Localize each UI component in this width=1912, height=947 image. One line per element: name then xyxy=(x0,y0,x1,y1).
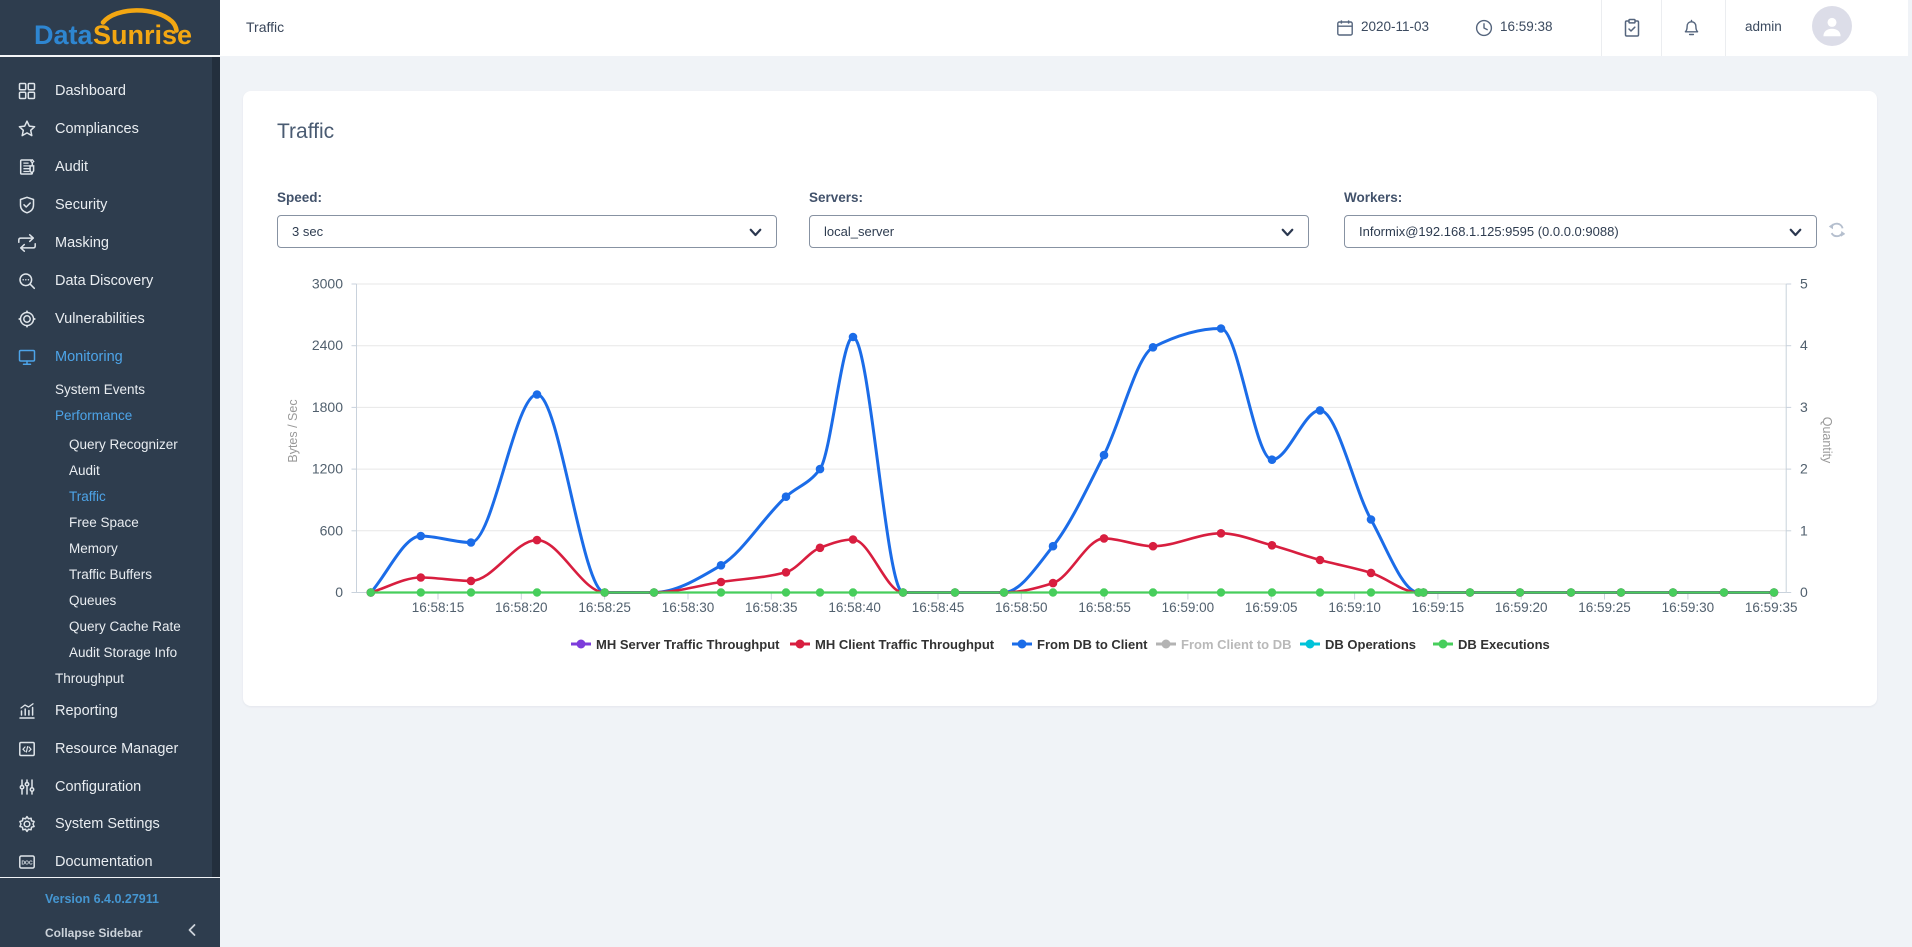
svg-text:16:58:45: 16:58:45 xyxy=(912,600,965,615)
svg-text:16:59:20: 16:59:20 xyxy=(1495,600,1548,615)
svg-text:16:58:25: 16:58:25 xyxy=(578,600,631,615)
svg-text:0: 0 xyxy=(1800,584,1808,600)
svg-text:Data: Data xyxy=(34,20,94,50)
svg-text:4: 4 xyxy=(1800,337,1808,353)
svg-text:Sunrise: Sunrise xyxy=(93,20,192,50)
svg-text:MH Server Traffic Throughput: MH Server Traffic Throughput xyxy=(596,637,780,652)
svg-text:3: 3 xyxy=(1800,399,1808,415)
svg-text:16:58:30: 16:58:30 xyxy=(662,600,715,615)
svg-text:0: 0 xyxy=(335,584,343,600)
svg-text:16:59:15: 16:59:15 xyxy=(1412,600,1465,615)
svg-text:16:58:20: 16:58:20 xyxy=(495,600,548,615)
svg-text:600: 600 xyxy=(320,522,344,538)
svg-text:16:59:30: 16:59:30 xyxy=(1662,600,1715,615)
svg-text:1: 1 xyxy=(1800,522,1808,538)
svg-text:1800: 1800 xyxy=(312,399,343,415)
svg-text:16:58:55: 16:58:55 xyxy=(1078,600,1131,615)
svg-text:16:59:05: 16:59:05 xyxy=(1245,600,1298,615)
svg-text:2400: 2400 xyxy=(312,337,343,353)
svg-text:16:59:00: 16:59:00 xyxy=(1162,600,1215,615)
svg-text:5: 5 xyxy=(1800,276,1808,292)
svg-text:16:58:50: 16:58:50 xyxy=(995,600,1048,615)
svg-text:Bytes / Sec: Bytes / Sec xyxy=(286,399,300,462)
svg-text:From Client to DB: From Client to DB xyxy=(1181,637,1292,652)
svg-text:16:59:25: 16:59:25 xyxy=(1578,600,1631,615)
svg-text:Quantity: Quantity xyxy=(1820,417,1834,464)
svg-text:3000: 3000 xyxy=(312,276,343,292)
svg-text:1200: 1200 xyxy=(312,461,343,477)
svg-text:From DB to Client: From DB to Client xyxy=(1037,637,1148,652)
svg-text:MH Client Traffic Throughput: MH Client Traffic Throughput xyxy=(815,637,995,652)
svg-text:16:59:10: 16:59:10 xyxy=(1328,600,1381,615)
svg-text:16:58:15: 16:58:15 xyxy=(412,600,465,615)
svg-text:16:58:40: 16:58:40 xyxy=(828,600,881,615)
svg-text:DB Operations: DB Operations xyxy=(1325,637,1416,652)
svg-text:DB Executions: DB Executions xyxy=(1458,637,1550,652)
svg-text:16:59:35: 16:59:35 xyxy=(1745,600,1798,615)
svg-text:2: 2 xyxy=(1800,461,1808,477)
svg-text:16:58:35: 16:58:35 xyxy=(745,600,798,615)
svg-text:DOC: DOC xyxy=(21,860,33,866)
